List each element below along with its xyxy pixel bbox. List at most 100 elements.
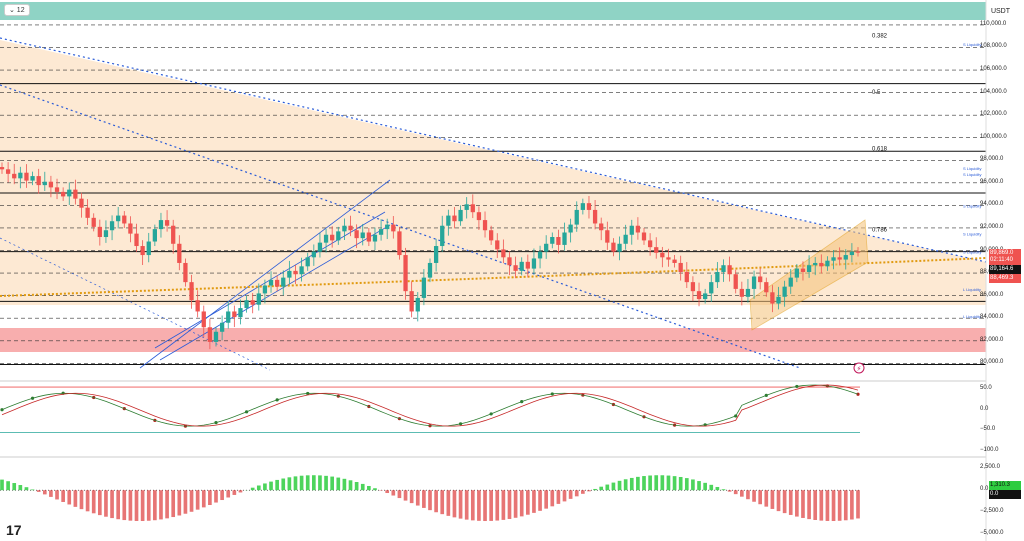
macd-histogram-bar [660,475,665,491]
candle-body [268,279,274,286]
candle-body [409,291,414,312]
candle-body [831,257,836,261]
candle-body [146,241,151,256]
macd-histogram-bar [617,480,622,491]
candle-body [403,255,408,292]
macd-histogram-bar [0,479,4,491]
macd-tick-label: 2,500.0 [980,464,1001,471]
candle-body [18,172,23,179]
macd-histogram-bar [513,490,518,518]
macd-histogram-bar [177,490,182,516]
candle-body [152,229,157,242]
candle-body [366,232,371,242]
price-tick-label: 82,000.0 [980,336,1004,343]
oscillator-tick-label: −100.0 [980,446,999,453]
macd-histogram-bar [684,478,689,491]
fib-band [0,40,986,305]
liquidity-label: L Liquidity [963,314,981,319]
macd-histogram-bar [501,490,506,520]
macd-histogram-bar [764,490,769,507]
macd-histogram-bar [360,483,365,491]
liquidity-label: S Liquidity [963,203,981,208]
candle-body [305,257,310,267]
macd-histogram-bar [79,490,84,510]
candle-body [568,224,573,233]
macd-histogram-bar [807,490,811,520]
candle-body [855,251,861,253]
macd-histogram-bar [556,490,561,504]
candle-body [299,266,304,275]
candle-body [654,247,659,253]
macd-histogram-bar [134,490,139,521]
macd-histogram-bar [91,490,96,514]
macd-histogram-bar [788,490,793,515]
candle-body [537,251,543,259]
collapse-toggle[interactable]: ⌄ 12 [4,4,30,16]
price-tick-label: 96,000.0 [980,178,1004,185]
macd-histogram-bar [581,490,585,494]
candle-body [843,255,848,260]
macd-histogram-bar [477,490,481,521]
macd-histogram-bar [452,490,457,518]
macd-histogram-bar [489,490,493,521]
macd-histogram-bar [837,490,842,521]
macd-histogram-bar [275,479,279,491]
osc-line-slow [1,384,859,427]
candle-body [794,268,799,278]
macd-histogram-bar [697,481,701,491]
macd-tick-label: −5,000.0 [980,530,1004,537]
level-2-tag: 88,469.3 [989,274,1021,283]
candle-body [758,276,763,283]
candle-body [73,189,78,199]
candle-body [470,204,475,213]
candle-body [495,240,500,250]
macd-histogram-bar [843,490,848,521]
macd-histogram-bar [733,490,738,495]
macd-histogram-bar [122,490,127,521]
price-tick-label: 86,000.0 [980,291,1004,298]
macd-histogram-bar [391,490,396,496]
macd-histogram-bar [703,482,707,491]
alert-icon-glyph: ⚡ [857,365,862,373]
candle-body [207,327,213,342]
macd-histogram-bar [428,490,432,511]
candle-body [739,288,744,297]
candle-body [232,311,237,318]
candle-body [122,215,127,224]
macd-histogram-bar [232,490,237,495]
candle-body [501,249,506,258]
tradingview-logo: 17 [6,522,22,538]
alert-icon[interactable] [853,362,865,374]
macd-histogram-bar [140,490,145,522]
candle-body [342,225,347,232]
candle-body [764,282,769,293]
price-tick-label: 104,000.0 [980,88,1007,95]
candle-body [311,251,316,258]
candle-body [85,207,90,218]
macd-histogram-bar [159,490,163,520]
candle-body [97,226,102,238]
macd-histogram-bar [446,490,451,516]
candle-body [458,209,463,222]
macd-histogram-bar [195,490,200,510]
candle-body [678,262,683,272]
candle-body [427,262,433,278]
macd-histogram-bar [415,490,420,506]
macd-histogram-bar [752,490,756,502]
fib-level-label: 0.5 [872,90,881,96]
macd-histogram-bar [354,482,359,491]
macd-histogram-bar [519,490,524,517]
macd-histogram-bar [801,490,805,518]
candle-body [48,181,54,188]
macd-histogram-bar [605,484,610,491]
candle-body [189,282,194,301]
macd-histogram-bar [795,490,799,517]
macd-histogram-bar [593,488,597,491]
candle-body [629,225,634,235]
candle-body [819,262,824,267]
candle-body [715,271,720,283]
candle-body [250,300,255,305]
macd-histogram-bar [856,490,860,519]
macd-histogram-bar [61,490,65,502]
